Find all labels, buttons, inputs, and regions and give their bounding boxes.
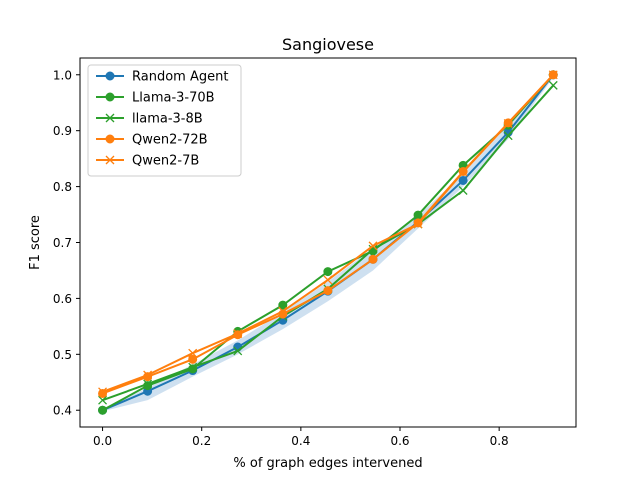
- chart-title: Sangiovese: [282, 35, 374, 54]
- x-tick-label: 0.4: [291, 434, 310, 448]
- y-tick-label: 1.0: [53, 68, 72, 82]
- data-point-qwen2-7b: [368, 241, 378, 251]
- data-point-qwen2-7b: [413, 219, 423, 229]
- data-point-qwen2-7b: [503, 118, 513, 128]
- y-tick-label: 0.5: [53, 348, 72, 362]
- data-point-llama-3-8b: [458, 186, 468, 195]
- x-axis-label: % of graph edges intervened: [233, 456, 422, 471]
- legend-swatch-marker: [105, 113, 115, 123]
- data-point-llama-3-70b: [413, 210, 423, 220]
- data-point-qwen2-7b: [278, 306, 288, 316]
- legend-entry-qwen2-7b: Qwen2-7B: [96, 154, 199, 169]
- data-point-qwen2-7b: [98, 387, 108, 397]
- legend-label: Llama-3-70B: [132, 91, 215, 106]
- y-tick-label: 0.8: [53, 180, 72, 194]
- data-point-qwen2-72b: [368, 254, 378, 264]
- data-point-llama-3-70b: [278, 300, 288, 310]
- x-tick-label: 0.0: [93, 434, 112, 448]
- y-axis: 0.4 0.5 0.6 0.7 0.8 0.9 1.0: [53, 68, 80, 418]
- data-point-llama-3-8b: [368, 244, 378, 254]
- legend-swatch-marker: [105, 92, 115, 102]
- legend-swatch-marker: [105, 134, 115, 144]
- data-point-llama-3-8b: [548, 80, 558, 90]
- data-point-qwen2-7b: [548, 70, 558, 80]
- data-point-qwen2-7b: [188, 348, 198, 358]
- data-point-llama-3-8b: [143, 379, 153, 389]
- data-point-qwen2-72b: [188, 354, 198, 364]
- y-tick-label: 0.4: [53, 404, 72, 418]
- series-qwen2-7b: [98, 70, 558, 397]
- legend-entry-qwen2-72b: Qwen2-72B: [96, 133, 208, 148]
- y-axis-label: F1 score: [28, 215, 43, 270]
- legend: Random Agent Llama-3-70B llama-3-8B Qwen2-7…: [87, 64, 242, 177]
- data-point-qwen2-7b: [323, 275, 333, 285]
- data-point-llama-3-8b: [98, 395, 108, 405]
- legend-label: Qwen2-72B: [132, 133, 208, 148]
- data-point-llama-3-8b: [503, 131, 513, 141]
- y-tick-label: 0.7: [53, 236, 72, 250]
- data-point-llama-3-8b: [188, 362, 198, 372]
- data-point-llama-3-8b: [233, 346, 243, 356]
- data-point-llama-3-70b: [98, 405, 108, 415]
- legend-entry-llama-3-70b: Llama-3-70B: [96, 91, 215, 106]
- legend-entry-llama-3-8b: llama-3-8B: [96, 112, 203, 127]
- series-layer: [98, 70, 558, 415]
- data-point-qwen2-7b: [143, 370, 153, 380]
- legend-swatch-marker: [105, 71, 115, 81]
- x-axis: 0.0 0.2 0.4 0.6 0.8: [93, 427, 509, 448]
- legend-swatch-marker: [105, 155, 115, 165]
- data-point-qwen2-72b: [323, 286, 333, 296]
- data-point-llama-3-70b: [323, 267, 333, 277]
- x-tick-label: 0.6: [390, 434, 409, 448]
- data-point-qwen2-7b: [233, 329, 243, 339]
- legend-label: Random Agent: [132, 70, 228, 85]
- legend-label: Qwen2-7B: [132, 154, 199, 169]
- y-tick-label: 0.6: [53, 292, 72, 306]
- x-tick-label: 0.2: [192, 434, 211, 448]
- legend-label: llama-3-8B: [132, 112, 203, 127]
- x-tick-label: 0.8: [490, 434, 509, 448]
- data-point-random-agent: [458, 175, 468, 185]
- legend-box: [87, 64, 242, 177]
- y-tick-label: 0.9: [53, 124, 72, 138]
- legend-entry-random-agent: Random Agent: [96, 70, 228, 85]
- data-point-qwen2-7b: [458, 167, 468, 177]
